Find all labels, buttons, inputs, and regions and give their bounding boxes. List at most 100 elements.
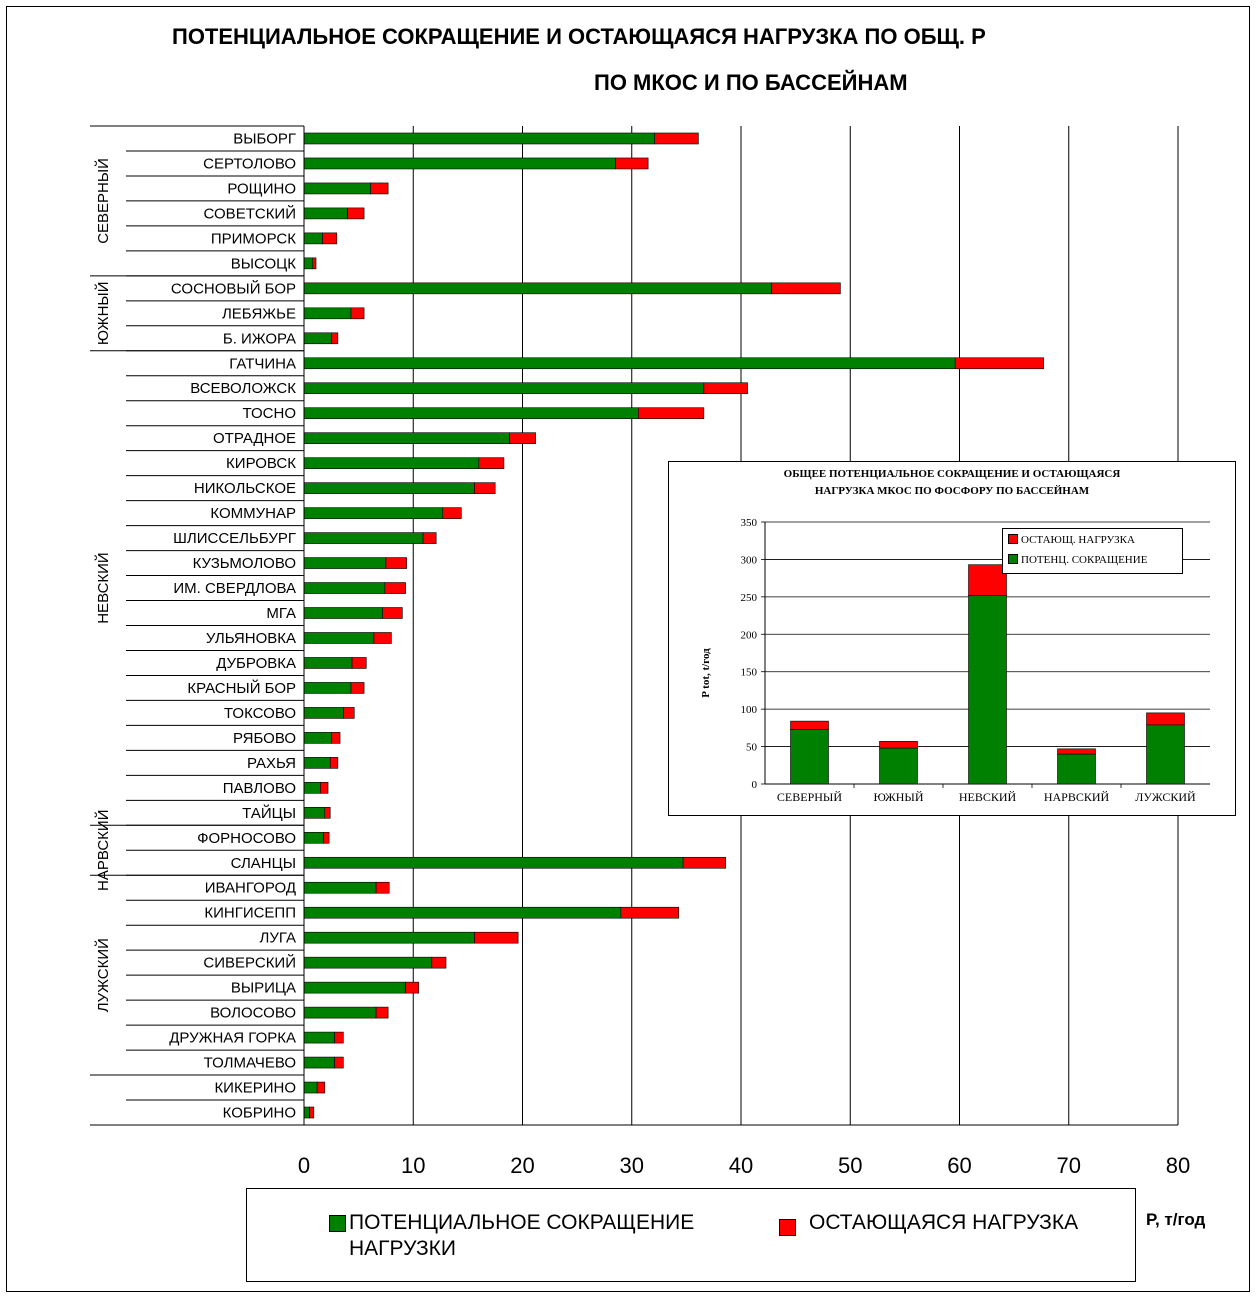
category-label: МГА bbox=[266, 605, 296, 622]
inset-title-line1: ОБЩЕЕ ПОТЕНЦИАЛЬНОЕ СОКРАЩЕНИЕ И ОСТАЮЩА… bbox=[783, 468, 1121, 480]
bar-remaining-load bbox=[615, 157, 649, 170]
inset-y-tick-label: 100 bbox=[741, 704, 758, 716]
bar-remaining-load bbox=[654, 132, 699, 145]
bar-potential-reduction bbox=[303, 906, 622, 919]
x-tick-label: 0 bbox=[298, 1153, 310, 1178]
inset-legend-swatch-red bbox=[1008, 534, 1018, 544]
bar-remaining-load bbox=[478, 457, 505, 469]
category-label: СОСНОВЫЙ БОР bbox=[171, 279, 296, 297]
inset-x-tick-label: ЛУЖСКИЙ bbox=[1135, 790, 1196, 804]
bar-potential-reduction bbox=[303, 132, 655, 145]
bar-potential-reduction bbox=[303, 931, 475, 944]
legend-label-green-line2: НАГРУЗКИ bbox=[349, 1237, 456, 1260]
inset-y-axis-label: P tot, t/год bbox=[700, 648, 712, 698]
bar-remaining-load bbox=[771, 282, 841, 295]
category-label: СЕРТОЛОВО bbox=[203, 155, 296, 172]
category-label: РАХЬЯ bbox=[247, 755, 296, 772]
bar-remaining-load bbox=[343, 707, 355, 719]
bar-remaining-load bbox=[316, 1081, 326, 1094]
bar-potential-reduction bbox=[303, 507, 444, 519]
bar-potential-reduction bbox=[303, 482, 475, 494]
bar-potential-reduction bbox=[303, 757, 331, 769]
inset-bar-potential-reduction bbox=[1146, 724, 1185, 785]
bar-potential-reduction bbox=[303, 432, 510, 444]
bar-remaining-load bbox=[320, 782, 329, 794]
category-label: ТАЙЦЫ bbox=[242, 804, 296, 822]
bar-remaining-load bbox=[331, 732, 341, 744]
bar-potential-reduction bbox=[303, 332, 332, 345]
bar-remaining-load bbox=[703, 382, 748, 395]
bar-remaining-load bbox=[331, 332, 339, 345]
chart-title-line1: ПОТЕНЦИАЛЬНОЕ СОКРАЩЕНИЕ И ОСТАЮЩАЯСЯ НА… bbox=[172, 24, 986, 49]
bar-remaining-load bbox=[385, 557, 407, 569]
inset-bar-chart: 0 50 100 150 200 250 300 350 P tot, t/год СЕВЕРНЫ… bbox=[700, 517, 1210, 804]
bar-potential-reduction bbox=[303, 257, 314, 270]
inset-bar-remaining-load bbox=[879, 741, 918, 749]
legend-label-red: ОСТАЮЩАЯСЯ НАГРУЗКА bbox=[809, 1211, 1079, 1234]
bar-potential-reduction bbox=[303, 1031, 335, 1044]
bar-remaining-load bbox=[620, 906, 680, 919]
inset-x-tick-label: НЕВСКИЙ bbox=[959, 790, 1017, 804]
bar-remaining-load bbox=[375, 1006, 389, 1019]
legend-swatch-green bbox=[329, 1215, 346, 1232]
bar-remaining-load bbox=[324, 807, 331, 819]
category-label: СОВЕТСКИЙ bbox=[204, 204, 296, 222]
bar-remaining-load bbox=[347, 207, 365, 220]
x-tick-label: 30 bbox=[620, 1153, 644, 1178]
bar-potential-reduction bbox=[303, 607, 383, 619]
bar-potential-reduction bbox=[303, 382, 705, 395]
category-label: ГАТЧИНА bbox=[229, 355, 296, 372]
category-label: ШЛИССЕЛЬБУРГ bbox=[173, 530, 296, 547]
category-label: РОЩИНО bbox=[227, 180, 296, 197]
x-tick-label: 70 bbox=[1057, 1153, 1081, 1178]
bar-potential-reduction bbox=[303, 307, 352, 320]
category-label: НИКОЛЬСКОЕ bbox=[194, 480, 296, 497]
inset-bar-remaining-load bbox=[968, 564, 1007, 596]
inset-legend-label-red: ОСТАЮЩ. НАГРУЗКА bbox=[1021, 534, 1135, 546]
inset-x-tick-label: ЮЖНЫЙ bbox=[873, 790, 923, 804]
category-label: ИМ. СВЕРДЛОВА bbox=[173, 580, 296, 597]
bar-remaining-load bbox=[442, 507, 462, 519]
bar-remaining-load bbox=[384, 582, 406, 594]
bar-potential-reduction bbox=[303, 1081, 318, 1094]
category-label: ПРИМОРСК bbox=[211, 230, 296, 247]
category-label: КРАСНЫЙ БОР bbox=[187, 679, 296, 697]
inset-bar-potential-reduction bbox=[968, 595, 1007, 785]
bar-potential-reduction bbox=[303, 657, 353, 669]
bar-potential-reduction bbox=[303, 532, 424, 544]
inset-bar-potential-reduction bbox=[790, 729, 829, 785]
bar-remaining-load bbox=[509, 432, 536, 444]
bar-potential-reduction bbox=[303, 357, 956, 370]
x-tick-label: 50 bbox=[838, 1153, 862, 1178]
bar-remaining-load bbox=[350, 307, 365, 320]
bar-remaining-load bbox=[370, 182, 389, 195]
bar-remaining-load bbox=[474, 482, 496, 494]
inset-bar-remaining-load bbox=[1146, 712, 1185, 726]
legend-swatch-red bbox=[779, 1219, 796, 1236]
inset-legend-item-red: ОСТАЮЩ. НАГРУЗКА bbox=[1008, 534, 1135, 546]
x-tick-label: 60 bbox=[947, 1153, 971, 1178]
inset-y-tick-label: 50 bbox=[746, 742, 758, 754]
bar-remaining-load bbox=[322, 232, 338, 245]
inset-x-tick-label: НАРВСКИЙ bbox=[1044, 790, 1110, 804]
category-label: СИВЕРСКИЙ bbox=[203, 954, 296, 972]
inset-y-tick-label: 150 bbox=[741, 667, 758, 679]
x-tick-label: 40 bbox=[729, 1153, 753, 1178]
bar-remaining-load bbox=[375, 881, 390, 894]
chart-frame bbox=[6, 6, 1250, 1292]
inset-bar-potential-reduction bbox=[879, 747, 918, 785]
inset-y-tick-label: 250 bbox=[741, 592, 758, 604]
inset-legend: ОСТАЮЩ. НАГРУЗКА ПОТЕНЦ. СОКРАЩЕНИЕ bbox=[1002, 528, 1183, 574]
category-label: ВСЕВОЛОЖСК bbox=[190, 380, 296, 397]
bar-potential-reduction bbox=[303, 282, 772, 295]
bar-remaining-load bbox=[405, 981, 420, 994]
group-label: ЛУЖСКИЙ bbox=[94, 938, 112, 1012]
category-label: ЛУГА bbox=[260, 930, 297, 947]
bar-potential-reduction bbox=[303, 1006, 377, 1019]
bar-potential-reduction bbox=[303, 232, 323, 245]
inset-legend-item-green: ПОТЕНЦ. СОКРАЩЕНИЕ bbox=[1008, 554, 1147, 566]
inset-chart-panel: ОБЩЕЕ ПОТЕНЦИАЛЬНОЕ СОКРАЩЕНИЕ И ОСТАЮЩА… bbox=[668, 461, 1236, 816]
bar-potential-reduction bbox=[303, 582, 386, 594]
x-tick-label: 20 bbox=[510, 1153, 534, 1178]
